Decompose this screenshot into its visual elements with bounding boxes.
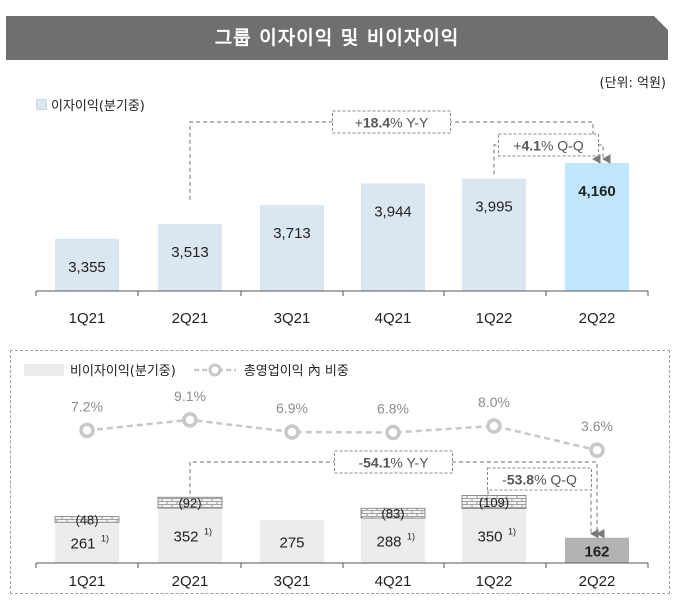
ratio-point bbox=[486, 418, 502, 434]
ratio-value-label: 7.2% bbox=[71, 398, 103, 414]
interest-value-label: 3,513 bbox=[171, 244, 209, 261]
noninterest-bar bbox=[462, 508, 526, 563]
noninterest-x-tick-label: 4Q21 bbox=[375, 573, 412, 590]
noninterest-negative-bar bbox=[157, 496, 223, 509]
interest-yoy-box bbox=[332, 110, 451, 134]
noninterest-bar bbox=[361, 518, 425, 563]
noninterest-value-label: 350 bbox=[477, 529, 502, 546]
interest-bar bbox=[565, 163, 629, 291]
noninterest-footnote-mark: 1) bbox=[508, 527, 516, 537]
interest-bar bbox=[55, 238, 119, 291]
ratio-point bbox=[182, 412, 198, 428]
noninterest-footnote-mark: 1) bbox=[407, 532, 415, 542]
noninterest-negative-label: (83) bbox=[381, 506, 404, 521]
interest-value-label: 3,944 bbox=[374, 203, 412, 220]
noninterest-negative-label: (92) bbox=[178, 496, 201, 511]
ratio-value-label: 6.8% bbox=[377, 401, 409, 417]
ratio-value-label: 8.0% bbox=[478, 394, 510, 410]
interest-bar bbox=[462, 178, 526, 291]
interest-value-label: 3,355 bbox=[68, 259, 106, 276]
noninterest-bar bbox=[55, 522, 119, 563]
noninterest-x-tick-label: 2Q22 bbox=[579, 573, 616, 590]
noninterest-negative-label: (109) bbox=[479, 495, 509, 510]
noninterest-value-label: 162 bbox=[584, 543, 609, 560]
noninterest-yoy-box bbox=[334, 450, 453, 474]
ratio-point bbox=[385, 424, 401, 441]
ratio-point bbox=[284, 424, 300, 440]
ratio-value-label: 9.1% bbox=[174, 388, 206, 404]
noninterest-value-label: 352 bbox=[173, 529, 198, 546]
noninterest-x-tick-label: 1Q22 bbox=[476, 573, 513, 590]
interest-legend-swatch bbox=[36, 99, 47, 110]
noninterest-x-tick-label: 3Q21 bbox=[274, 573, 311, 590]
interest-x-tick-label: 4Q21 bbox=[375, 310, 412, 327]
noninterest-legend-label: 비이자이익(분기중) bbox=[70, 364, 176, 379]
interest-bar bbox=[260, 205, 324, 291]
interest-legend-label: 이자이익(분기중) bbox=[51, 99, 145, 114]
interest-qoq-box bbox=[498, 133, 599, 157]
noninterest-x-tick-label: 2Q21 bbox=[172, 573, 209, 590]
noninterest-negative-bar bbox=[360, 507, 426, 519]
noninterest-value-label: 288 bbox=[376, 534, 401, 551]
interest-x-tick-label: 2Q21 bbox=[172, 310, 209, 327]
interest-x-tick-label: 1Q21 bbox=[69, 310, 106, 327]
interest-x-tick-label: 2Q22 bbox=[579, 310, 616, 327]
noninterest-negative-bar bbox=[461, 495, 527, 509]
noninterest-x-tick-label: 1Q21 bbox=[69, 573, 106, 590]
noninterest-yoy-connector bbox=[189, 461, 605, 539]
interest-value-label: 4,160 bbox=[578, 183, 616, 200]
interest-x-tick-label: 1Q22 bbox=[476, 310, 513, 327]
noninterest-bar bbox=[260, 520, 324, 563]
interest-value-label: 3,713 bbox=[273, 225, 311, 242]
noninterest-legend-swatch bbox=[24, 363, 64, 376]
page-title: 그룹 이자이익 및 비이자이익 bbox=[214, 27, 460, 49]
noninterest-negative-label: (48) bbox=[75, 512, 98, 527]
noninterest-qoq-label: -53.8% Q-Q bbox=[502, 472, 577, 488]
ratio-line bbox=[86, 418, 598, 452]
noninterest-panel bbox=[10, 350, 670, 594]
noninterest-value-label: 261 bbox=[70, 536, 95, 553]
noninterest-bar bbox=[158, 508, 222, 563]
noninterest-legend: 비이자이익(분기중) 총영업이익 內 비중 bbox=[24, 360, 349, 379]
noninterest-value-label: 275 bbox=[279, 535, 304, 552]
noninterest-footnote-mark: 1) bbox=[204, 527, 212, 537]
interest-value-label: 3,995 bbox=[475, 199, 513, 216]
interest-x-tick-label: 3Q21 bbox=[274, 310, 311, 327]
noninterest-yoy-label: -54.1% Y-Y bbox=[358, 455, 429, 471]
interest-legend: 이자이익(분기중) bbox=[36, 95, 145, 114]
interest-qoq-label: +4.1% Q-Q bbox=[513, 138, 584, 154]
unit-label: (단위: 억원) bbox=[599, 76, 667, 91]
ratio-point bbox=[79, 422, 95, 439]
interest-bar bbox=[158, 223, 222, 291]
title-banner bbox=[6, 16, 668, 60]
noninterest-negative-bar bbox=[54, 516, 120, 523]
interest-chart: 3,355 3,513 3,713 3,944 3,995 4,160 1Q21 2Q21 3Q… bbox=[35, 110, 649, 327]
noninterest-bar bbox=[565, 537, 629, 563]
ratio-value-label: 6.9% bbox=[276, 400, 308, 416]
ratio-legend-label: 총영업이익 內 비중 bbox=[243, 364, 349, 379]
noninterest-chart: 261 1)(48)352 1)(92)275 288 1)(83)350 1)(109)… bbox=[35, 388, 649, 590]
ratio-value-label: 3.6% bbox=[581, 418, 613, 434]
ratio-point bbox=[589, 442, 605, 458]
interest-yoy-label: +18.4% Y-Y bbox=[355, 115, 429, 131]
interest-bar bbox=[361, 183, 425, 291]
noninterest-footnote-mark: 1) bbox=[101, 534, 109, 544]
noninterest-qoq-box bbox=[487, 467, 592, 491]
ratio-legend-swatch bbox=[193, 363, 236, 376]
